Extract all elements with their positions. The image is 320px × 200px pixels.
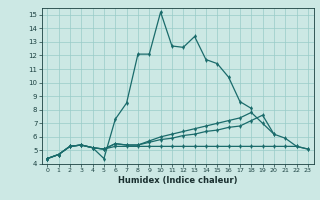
X-axis label: Humidex (Indice chaleur): Humidex (Indice chaleur) [118, 176, 237, 185]
